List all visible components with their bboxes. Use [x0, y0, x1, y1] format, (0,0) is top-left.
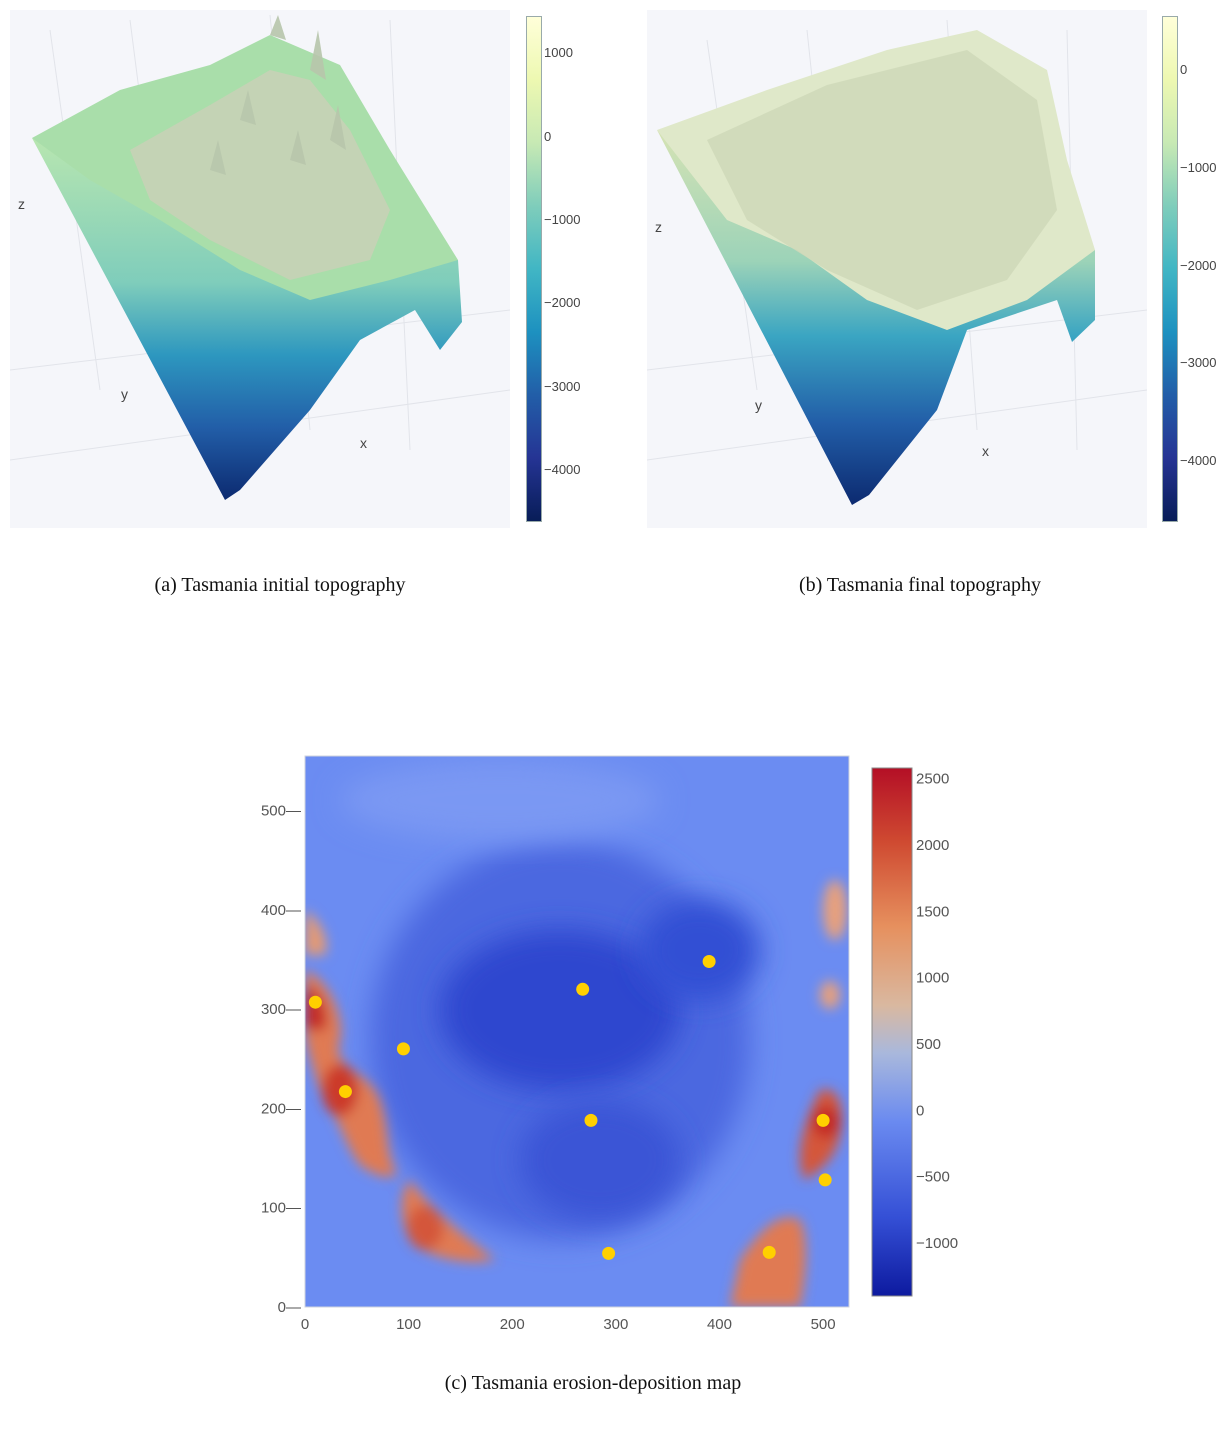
- y-tick-label: 300—: [261, 1001, 301, 1018]
- colorbar-ticks-c: 2500 2000 1500 1000 500 0 −500 −1000: [916, 771, 958, 1252]
- y-tick-label: 100—: [261, 1200, 301, 1217]
- colorbar-tick-label: −1000: [544, 212, 581, 228]
- plot-frame: [304, 755, 850, 1308]
- colorbar-tick-label: −2000: [1180, 257, 1217, 273]
- x-tick-label: 0: [301, 1316, 309, 1333]
- colorbar-tick-label: 2500: [916, 771, 949, 788]
- axis-label-x-b: x: [982, 443, 989, 459]
- colorbar-tick-label: −1000: [916, 1235, 958, 1252]
- colorbar-a: [526, 16, 542, 522]
- highland-a: [130, 70, 390, 280]
- axis-label-x-a: x: [360, 435, 367, 451]
- deposition-east: [730, 880, 847, 1307]
- colorbar-tick-label: 1000: [916, 970, 949, 987]
- y-axis-ticks: 0— 100— 200— 300— 400— 500—: [261, 803, 301, 1316]
- marker-point: [308, 995, 322, 1009]
- colorbar-tick-label: −500: [916, 1169, 950, 1186]
- surface-panel-a: z y x: [10, 10, 510, 528]
- colorbar-tick-label: −1000: [1180, 159, 1217, 175]
- x-tick-label: 500: [811, 1316, 836, 1333]
- surface-wall-a: [32, 138, 462, 500]
- colorbar-tick-label: −4000: [544, 462, 581, 478]
- caption-c: (c) Tasmania erosion-deposition map: [444, 1372, 742, 1394]
- surface-panel-b: z y x: [647, 10, 1147, 528]
- y-tick-label: 400—: [261, 902, 301, 919]
- colorbar-b: [1162, 16, 1178, 522]
- colorbar-tick-label: −2000: [544, 295, 581, 311]
- caption-a: (a) Tasmania initial topography: [154, 574, 406, 596]
- colorbar-tick-label: 0: [1180, 61, 1188, 77]
- colorbar-tick-label: 0: [544, 128, 552, 144]
- colorbar-tick-label: 0: [916, 1102, 924, 1119]
- x-axis-ticks: 0 100 200 300 400 500: [301, 1316, 836, 1333]
- x-tick-label: 200: [500, 1316, 525, 1333]
- y-tick-label: 500—: [261, 803, 301, 820]
- surface-plot-a: [10, 14, 510, 500]
- marker-point: [816, 1113, 830, 1127]
- markers: [308, 955, 832, 1260]
- colorbar-tick-label: −4000: [1180, 453, 1217, 469]
- marker-point: [338, 1085, 352, 1099]
- colorbar-tick-label: −3000: [544, 378, 581, 394]
- x-tick-label: 300: [603, 1316, 628, 1333]
- colorbar-tick-label: 1500: [916, 903, 949, 920]
- axis-label-y-a: y: [121, 386, 128, 402]
- deposition-west: [305, 910, 495, 1262]
- marker-point: [396, 1042, 410, 1056]
- y-tick-label: 200—: [261, 1100, 301, 1117]
- x-tick-label: 400: [707, 1316, 732, 1333]
- peaks-a: [210, 15, 346, 175]
- heatmap-field: [305, 756, 849, 1307]
- marker-point: [584, 1113, 598, 1127]
- colorbar-c: [871, 767, 913, 1297]
- plateau-texture-b: [707, 50, 1057, 310]
- x-tick-label: 100: [396, 1316, 421, 1333]
- axis-label-y-b: y: [755, 397, 762, 413]
- marker-point: [576, 982, 590, 996]
- caption-b: (b) Tasmania final topography: [798, 574, 1042, 596]
- y-tick-label: 0—: [278, 1299, 301, 1316]
- marker-point: [702, 955, 716, 969]
- marker-point: [602, 1246, 616, 1260]
- colorbar-tick-label: 500: [916, 1036, 941, 1053]
- colorbar-tick-label: −3000: [1180, 355, 1217, 371]
- colorbar-tick-label: 1000: [544, 45, 573, 61]
- colorbar-tick-label: 2000: [916, 837, 949, 854]
- surface-plot-b: [647, 19, 1147, 505]
- heatmap-panel-c: 0 100 200 300 400 500 0—100—200—300—400—500— …: [261, 755, 958, 1333]
- marker-point: [762, 1245, 776, 1259]
- marker-point: [818, 1173, 832, 1187]
- axis-label-z-b: z: [655, 219, 662, 235]
- axis-label-z-a: z: [18, 196, 25, 212]
